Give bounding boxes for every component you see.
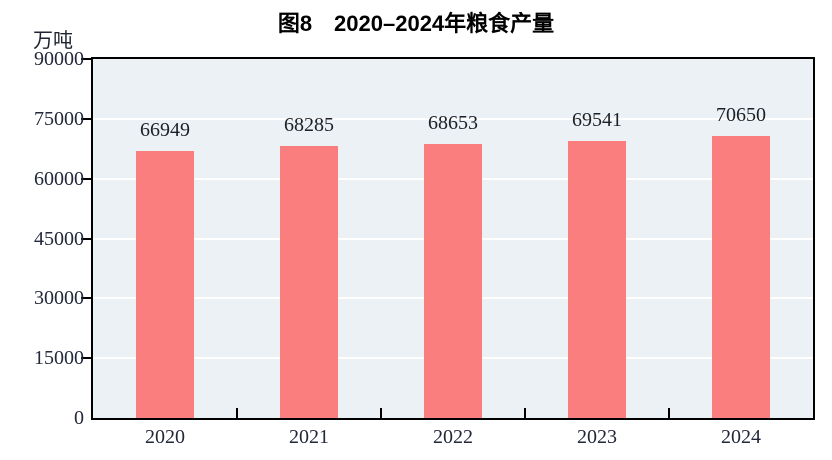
y-axis-label-60000: 60000 [34, 167, 84, 190]
value-label-2021: 68285 [284, 113, 334, 136]
x-tick-2 [380, 408, 382, 418]
bar-2021 [280, 145, 338, 418]
y-axis-label-75000: 75000 [34, 107, 84, 130]
y-tick-15000 [81, 357, 91, 360]
y-tick-90000 [81, 58, 91, 60]
y-tick-30000 [81, 297, 91, 300]
value-label-2024: 70650 [716, 104, 766, 127]
y-axis-label-90000: 90000 [34, 48, 84, 70]
y-axis-label-45000: 45000 [34, 227, 84, 250]
x-tick-1 [236, 408, 238, 418]
y-axis-label-15000: 15000 [34, 347, 84, 370]
bar-2020 [136, 150, 194, 418]
x-axis-label-2022: 2022 [433, 426, 473, 448]
value-label-2022: 68653 [428, 112, 478, 135]
plot-area [91, 57, 815, 420]
x-tick-4 [668, 408, 670, 418]
y-tick-75000 [81, 117, 91, 120]
value-label-2020: 66949 [140, 118, 190, 141]
gridline-75000 [93, 117, 813, 120]
value-label-2023: 69541 [572, 108, 622, 131]
x-tick-3 [524, 408, 526, 418]
x-axis-label-2023: 2023 [577, 426, 617, 448]
y-tick-45000 [81, 237, 91, 240]
bar-2024 [712, 136, 770, 418]
y-axis-unit-label: 万吨 [33, 30, 73, 52]
bar-2023 [568, 140, 626, 418]
y-axis-label-30000: 30000 [34, 287, 84, 310]
y-axis-label-0: 0 [74, 407, 84, 429]
y-tick-60000 [81, 177, 91, 180]
x-axis-label-2020: 2020 [145, 426, 185, 448]
chart-title: 图8 2020–2024年粮食产量 [277, 11, 555, 36]
bar-2022 [424, 144, 482, 418]
x-axis-label-2021: 2021 [289, 426, 329, 448]
x-axis-label-2024: 2024 [721, 426, 761, 448]
